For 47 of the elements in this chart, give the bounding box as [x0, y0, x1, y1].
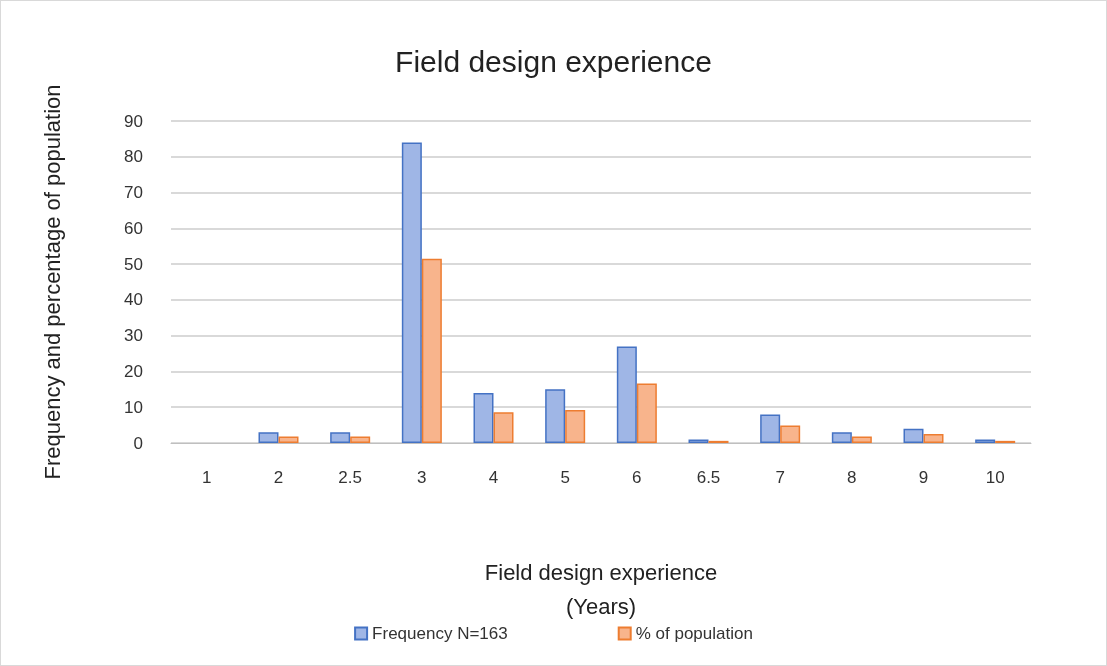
bar [278, 436, 299, 443]
bar [831, 432, 852, 443]
legend-label: % of population [635, 624, 753, 643]
y-tick-label: 40 [124, 290, 143, 310]
x-tick-label: 7 [775, 468, 785, 487]
bar [350, 436, 371, 443]
bar [616, 346, 637, 443]
x-tick-label: 4 [488, 468, 499, 487]
bar [636, 383, 657, 443]
x-tick-label: 2 [273, 468, 284, 487]
bar [330, 432, 351, 443]
x-tick-label: 10 [985, 468, 1005, 487]
bar [473, 392, 494, 443]
bar [903, 428, 924, 443]
y-tick-label: 10 [124, 397, 143, 417]
bar [975, 439, 996, 443]
y-tick-label: 90 [124, 111, 143, 131]
bar [493, 412, 514, 443]
x-tick-label: 8 [847, 468, 857, 487]
x-axis-title: Field design experience (Years) [484, 559, 718, 619]
legend-label: Frequency N=163 [372, 624, 508, 643]
x-tick-label: 9 [918, 468, 929, 487]
bar [688, 439, 709, 443]
bar [545, 389, 566, 443]
x-tick-label: 6.5 [696, 468, 721, 487]
x-tick-label: 1 [202, 468, 212, 487]
bar [851, 436, 872, 443]
y-tick-label: 0 [133, 433, 143, 453]
x-tick-label: 2.5 [338, 468, 362, 487]
x-tick-label: 3 [417, 468, 427, 487]
bar [258, 432, 279, 443]
y-tick-label: 70 [124, 183, 143, 203]
x-tick-label: 6 [632, 468, 642, 487]
bar [421, 258, 442, 443]
y-tick-label: 30 [124, 326, 143, 346]
bar [565, 410, 586, 443]
bar [780, 425, 801, 443]
y-tick-label: 50 [124, 254, 143, 274]
y-tick-label: 60 [124, 218, 143, 238]
y-tick-label: 20 [124, 361, 143, 381]
chart-title: Field design experience [395, 44, 712, 78]
bar [401, 142, 422, 443]
y-tick-label: 80 [124, 147, 143, 167]
bar [923, 434, 944, 443]
y-axis-title: Frequency and percentage of population [39, 84, 65, 480]
bar [760, 414, 781, 443]
x-tick-label: 5 [560, 468, 570, 487]
